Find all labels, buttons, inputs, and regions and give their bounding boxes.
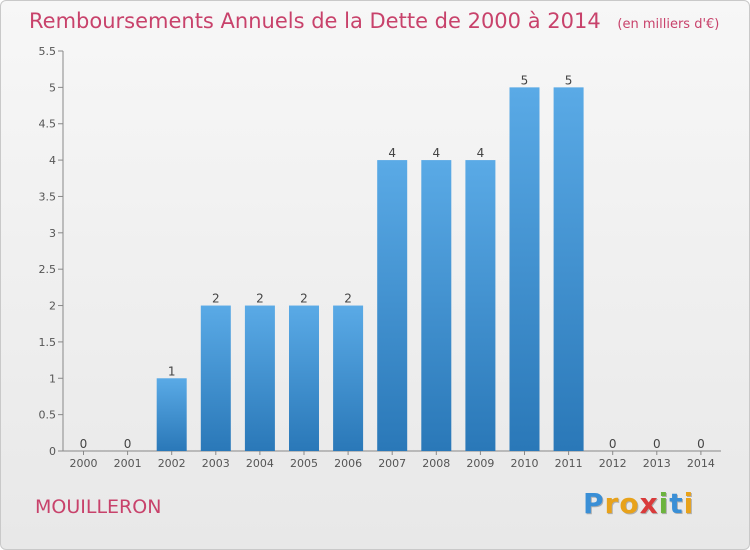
data-label: 0 [80,437,88,451]
proxiti-logo: Proxiti [583,487,694,520]
bar [465,160,496,451]
y-tick-label: 0.5 [39,409,57,422]
bar [377,160,408,451]
y-tick-label: 3.5 [39,190,57,203]
bar [200,305,231,451]
x-tick-label: 2003 [202,457,230,470]
y-tick-label: 1 [49,372,56,385]
data-label: 5 [521,73,529,87]
y-tick-label: 1.5 [39,336,57,349]
data-label: 4 [432,146,440,160]
x-tick-label: 2005 [290,457,318,470]
chart-unit: (en milliers d'€) [617,17,720,32]
bar [156,378,187,451]
data-label: 0 [653,437,661,451]
commune-name: MOUILLERON [35,496,162,518]
x-tick-label: 2000 [70,457,98,470]
data-label: 4 [388,146,396,160]
x-tick-label: 2008 [422,457,450,470]
x-tick-label: 2004 [246,457,274,470]
logo-letter: o [619,487,640,520]
x-tick-label: 2014 [687,457,715,470]
x-tick-label: 2010 [511,457,539,470]
x-tick-label: 2009 [466,457,494,470]
logo-letter: i [683,487,695,520]
x-tick-label: 2013 [643,457,671,470]
data-label: 2 [344,292,352,306]
y-tick-label: 4.5 [39,118,57,131]
y-tick-label: 5.5 [39,45,57,58]
data-label: 0 [124,437,132,451]
chart-title-text: Remboursements Annuels de la Dette de 20… [29,9,601,33]
y-tick-label: 2 [49,300,56,313]
x-tick-label: 2002 [158,457,186,470]
logo-letter: r [604,487,620,520]
x-tick-label: 2007 [378,457,406,470]
logo-letter: t [669,487,684,520]
data-label: 2 [300,292,308,306]
bar [289,305,319,451]
chart-title: Remboursements Annuels de la Dette de 20… [29,9,719,33]
bar [244,305,275,451]
y-tick-label: 0 [49,445,56,458]
x-tick-label: 2001 [114,457,142,470]
bar [509,87,540,451]
data-label: 2 [212,292,220,306]
data-label: 2 [256,292,264,306]
data-label: 4 [477,146,485,160]
bar [553,87,584,451]
data-label: 1 [168,364,176,378]
bar [333,305,364,451]
logo-letter: P [583,487,605,520]
logo-letter: x [639,487,659,520]
x-tick-label: 2012 [599,457,627,470]
y-tick-label: 3 [49,227,56,240]
logo-letter: i [658,487,670,520]
x-tick-label: 2006 [334,457,362,470]
data-label: 0 [697,437,705,451]
y-tick-label: 5 [49,81,56,94]
y-tick-label: 2.5 [39,263,57,276]
data-label: 5 [565,73,573,87]
data-label: 0 [609,437,617,451]
y-tick-label: 4 [49,154,56,167]
bar [421,160,452,451]
x-tick-label: 2011 [555,457,583,470]
